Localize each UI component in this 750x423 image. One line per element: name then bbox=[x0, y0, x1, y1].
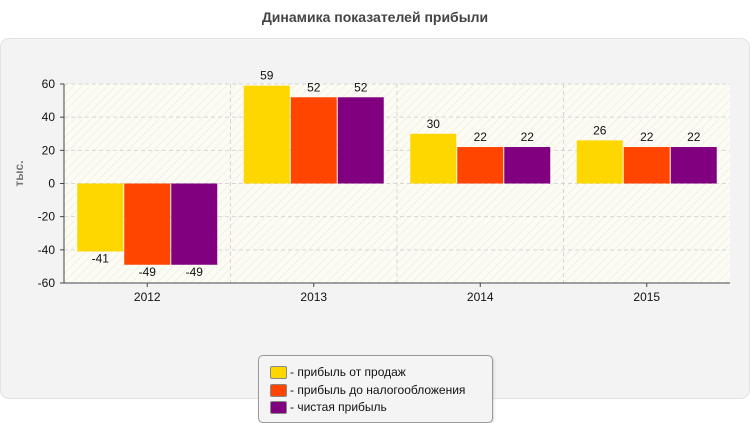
data-label: 52 bbox=[307, 80, 321, 94]
legend-swatch-net-profit bbox=[270, 400, 287, 414]
bar bbox=[576, 140, 623, 184]
y-tick-label: 40 bbox=[42, 110, 56, 124]
axes bbox=[60, 83, 730, 287]
y-tick-label: -40 bbox=[38, 243, 56, 257]
data-label: -49 bbox=[186, 265, 204, 279]
x-tick-label: 2012 bbox=[134, 290, 161, 304]
legend-item-pretax-profit: - прибыль до налогообложения bbox=[270, 382, 465, 398]
data-label: 22 bbox=[640, 130, 654, 144]
legend-swatch-sales-profit bbox=[270, 365, 287, 379]
bar bbox=[171, 183, 218, 265]
bar bbox=[337, 97, 384, 184]
data-label: 52 bbox=[354, 80, 368, 94]
y-tick-label: 20 bbox=[42, 143, 56, 157]
x-tick-label: 2013 bbox=[300, 290, 327, 304]
y-axis-title: тыс. bbox=[12, 160, 26, 186]
x-tick-label: 2014 bbox=[467, 290, 494, 304]
legend: - прибыль от продаж - прибыль до налогоо… bbox=[258, 355, 493, 423]
data-label: -41 bbox=[92, 251, 110, 265]
legend-label-pretax-profit: - прибыль до налогообложения bbox=[290, 383, 466, 397]
bar bbox=[290, 97, 337, 184]
data-label: -49 bbox=[139, 265, 157, 279]
y-tick-label: 60 bbox=[42, 77, 56, 91]
data-label: 22 bbox=[687, 130, 701, 144]
bar bbox=[623, 147, 670, 184]
data-label: 30 bbox=[427, 117, 441, 131]
chart-title: Динамика показателей прибыли bbox=[261, 9, 489, 25]
data-label: 26 bbox=[593, 123, 607, 137]
bar bbox=[504, 147, 551, 184]
legend-label-sales-profit: - прибыль от продаж bbox=[290, 365, 406, 379]
y-tick-label: -60 bbox=[38, 276, 56, 290]
legend-item-sales-profit: - прибыль от продаж bbox=[270, 364, 406, 380]
data-label: 59 bbox=[260, 69, 274, 83]
x-tick-label: 2015 bbox=[633, 290, 660, 304]
data-label: 22 bbox=[521, 130, 535, 144]
bar bbox=[670, 147, 717, 184]
bar bbox=[410, 133, 457, 184]
bar bbox=[457, 147, 504, 184]
labels: -60 -40 -20 0 20 40 60 2012 -41 -49 -49 2013 59 52 52 2… bbox=[38, 69, 701, 304]
legend-swatch-pretax-profit bbox=[270, 383, 287, 397]
bar bbox=[77, 183, 124, 252]
bar-chart: -60 -40 -20 0 20 40 60 2012 -41 -49 -49 2013 59 52 52 2… bbox=[12, 69, 730, 304]
data-label: 22 bbox=[474, 130, 488, 144]
y-tick-label: -20 bbox=[38, 210, 56, 224]
bars bbox=[77, 85, 717, 265]
legend-item-net-profit: - чистая прибыль bbox=[270, 399, 387, 415]
legend-label-net-profit: - чистая прибыль bbox=[290, 400, 387, 414]
bar bbox=[243, 85, 290, 184]
bar bbox=[124, 183, 171, 265]
y-tick-label: 0 bbox=[48, 177, 55, 191]
chart-panel: -60 -40 -20 0 20 40 60 2012 -41 -49 -49 2013 59 52 52 2… bbox=[0, 38, 750, 423]
